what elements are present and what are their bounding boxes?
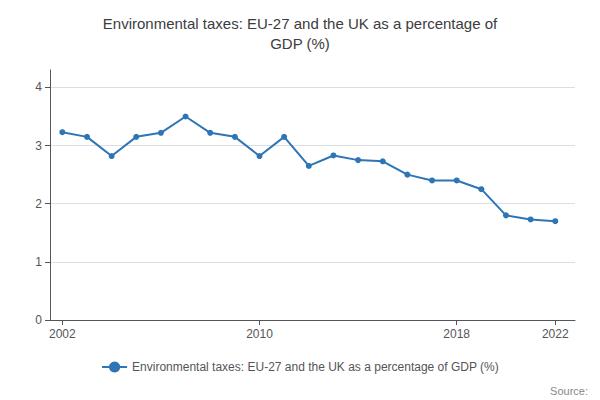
svg-text:2002: 2002 [49, 327, 76, 341]
svg-text:4: 4 [35, 80, 42, 94]
svg-text:GDP (%): GDP (%) [270, 35, 330, 52]
svg-text:2010: 2010 [246, 327, 273, 341]
svg-text:2022: 2022 [542, 327, 569, 341]
svg-text:3: 3 [35, 139, 42, 153]
svg-text:0: 0 [35, 313, 42, 327]
svg-text:Environmental taxes: EU-27 and: Environmental taxes: EU-27 and the UK as… [103, 15, 498, 32]
svg-text:1: 1 [35, 255, 42, 269]
svg-text:Environmental taxes: EU-27 and: Environmental taxes: EU-27 and the UK as… [132, 360, 499, 374]
svg-text:2: 2 [35, 197, 42, 211]
svg-text:2018: 2018 [443, 327, 470, 341]
svg-text:Source:: Source: [550, 385, 588, 397]
